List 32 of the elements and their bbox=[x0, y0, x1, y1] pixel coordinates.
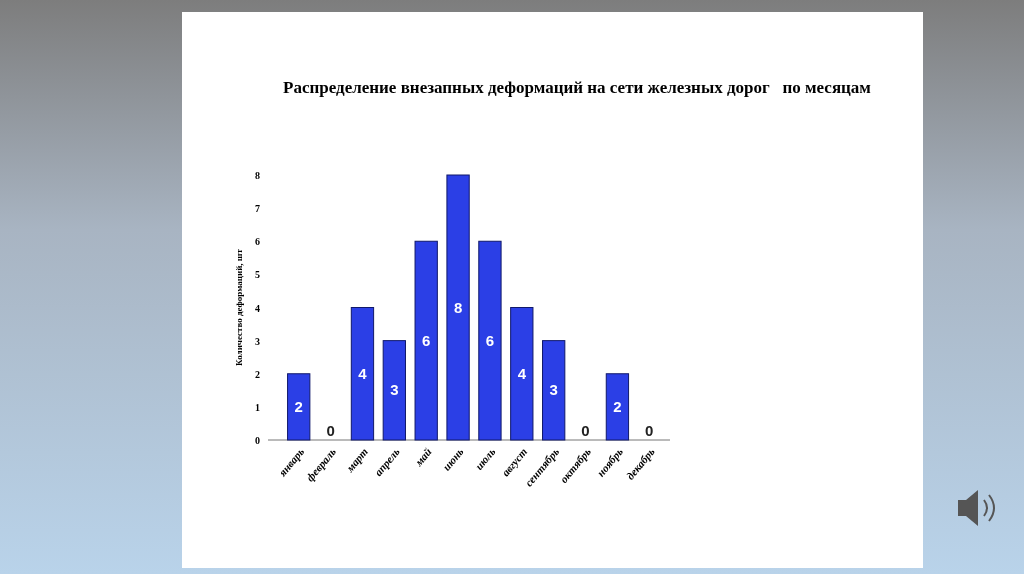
y-tick-label: 6 bbox=[255, 236, 260, 248]
y-axis-title: Количество деформаций, шт bbox=[234, 248, 244, 366]
data-label: 3 bbox=[549, 381, 558, 399]
data-label: 2 bbox=[613, 397, 622, 415]
bar bbox=[287, 373, 311, 441]
data-label: 6 bbox=[422, 331, 431, 349]
data-label: 0 bbox=[581, 422, 590, 439]
bar bbox=[510, 307, 534, 441]
bar bbox=[478, 240, 502, 441]
y-tick-label: 7 bbox=[255, 203, 260, 215]
bar bbox=[605, 373, 630, 441]
y-tick-label: 3 bbox=[255, 335, 260, 347]
bar bbox=[350, 307, 375, 441]
y-tick-label: 8 bbox=[255, 170, 260, 181]
bar bbox=[542, 340, 566, 441]
y-tick-label: 4 bbox=[255, 302, 260, 314]
y-tick-label: 2 bbox=[255, 368, 260, 380]
data-label: 0 bbox=[645, 422, 654, 439]
bar bbox=[446, 174, 470, 441]
data-label: 3 bbox=[390, 381, 399, 399]
y-tick-label: 0 bbox=[255, 435, 260, 446]
y-tick-label: 5 bbox=[255, 269, 260, 281]
data-label: 2 bbox=[294, 397, 303, 415]
data-label: 6 bbox=[485, 331, 495, 349]
data-label: 8 bbox=[453, 298, 463, 316]
data-label: 4 bbox=[517, 364, 527, 382]
chart-title: Распределение внезапных деформаций на сети железных дорог по месяцам bbox=[283, 78, 872, 97]
y-tick-label: 1 bbox=[255, 401, 260, 413]
bar bbox=[414, 240, 438, 441]
data-label: 4 bbox=[358, 364, 368, 382]
bar bbox=[382, 340, 406, 441]
data-label: 0 bbox=[326, 422, 335, 439]
